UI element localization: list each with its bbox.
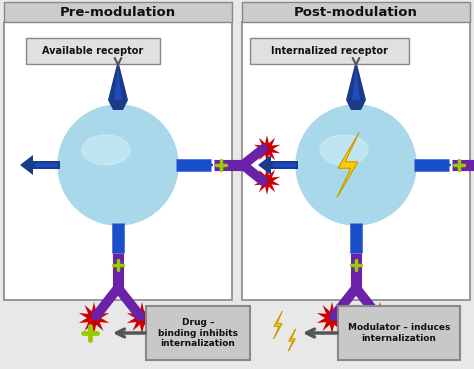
Polygon shape [273,311,283,339]
Polygon shape [20,155,60,175]
Text: Drug –
binding inhibits
internalization: Drug – binding inhibits internalization [158,318,238,348]
Polygon shape [337,132,359,197]
Polygon shape [346,60,366,110]
Polygon shape [258,155,298,175]
Ellipse shape [58,105,178,225]
FancyBboxPatch shape [242,2,470,22]
Ellipse shape [82,135,130,165]
Ellipse shape [320,135,368,165]
Polygon shape [108,60,128,110]
FancyBboxPatch shape [4,2,232,22]
Polygon shape [79,302,109,334]
Polygon shape [254,135,280,163]
Polygon shape [352,68,360,100]
FancyBboxPatch shape [4,22,232,300]
Polygon shape [365,302,395,334]
FancyBboxPatch shape [146,306,250,360]
FancyBboxPatch shape [338,306,460,360]
Text: Modulator – induces
internalization: Modulator – induces internalization [348,323,450,343]
FancyBboxPatch shape [242,22,470,300]
Polygon shape [114,68,122,100]
FancyBboxPatch shape [250,38,409,64]
Polygon shape [317,302,347,334]
Polygon shape [127,302,157,334]
FancyBboxPatch shape [26,38,160,64]
Ellipse shape [296,105,416,225]
Polygon shape [35,163,58,167]
Text: Post-modulation: Post-modulation [294,6,418,18]
Text: Available receptor: Available receptor [42,46,144,56]
Polygon shape [288,329,296,351]
Text: Pre-modulation: Pre-modulation [60,6,176,18]
Polygon shape [273,163,296,167]
Polygon shape [254,167,280,195]
Text: Internalized receptor: Internalized receptor [271,46,387,56]
